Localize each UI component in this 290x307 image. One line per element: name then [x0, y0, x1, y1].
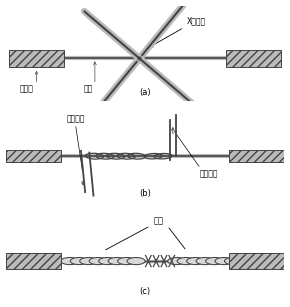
Ellipse shape	[168, 258, 186, 265]
Text: (a): (a)	[139, 88, 151, 97]
Text: 绑紧: 绑紧	[154, 217, 164, 226]
Bar	[6, 150, 61, 162]
Text: (c): (c)	[139, 287, 151, 296]
Bar	[229, 150, 284, 162]
Text: (b): (b)	[139, 189, 151, 198]
Bar	[229, 253, 284, 269]
Text: 缠绕方向: 缠绕方向	[200, 170, 218, 179]
Ellipse shape	[215, 258, 233, 265]
Ellipse shape	[61, 258, 79, 265]
Bar	[6, 253, 61, 269]
Ellipse shape	[196, 258, 214, 265]
Text: 绝缘层: 绝缘层	[20, 85, 34, 94]
Ellipse shape	[108, 258, 126, 265]
Text: X形交叉: X形交叉	[150, 16, 206, 47]
Ellipse shape	[99, 258, 117, 265]
Bar	[9, 50, 64, 67]
Ellipse shape	[89, 258, 107, 265]
Ellipse shape	[117, 258, 136, 265]
Ellipse shape	[127, 258, 145, 265]
Ellipse shape	[70, 258, 88, 265]
Ellipse shape	[234, 258, 252, 265]
Ellipse shape	[206, 258, 224, 265]
Ellipse shape	[80, 258, 98, 265]
Ellipse shape	[187, 258, 205, 265]
Ellipse shape	[224, 258, 242, 265]
Ellipse shape	[177, 258, 195, 265]
Text: 缠绕方向: 缠绕方向	[66, 114, 85, 123]
Bar	[226, 50, 281, 67]
Text: 芯线: 芯线	[84, 85, 93, 94]
